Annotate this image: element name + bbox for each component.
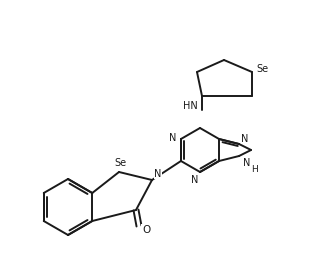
Text: O: O [142, 225, 150, 235]
Text: Se: Se [114, 158, 126, 168]
Text: HN: HN [183, 101, 197, 111]
Text: N: N [243, 158, 251, 168]
Text: N: N [154, 169, 162, 179]
Text: H: H [251, 165, 257, 174]
Text: N: N [241, 134, 249, 144]
Text: N: N [191, 175, 199, 185]
Text: N: N [169, 133, 177, 143]
Text: Se: Se [256, 64, 268, 74]
